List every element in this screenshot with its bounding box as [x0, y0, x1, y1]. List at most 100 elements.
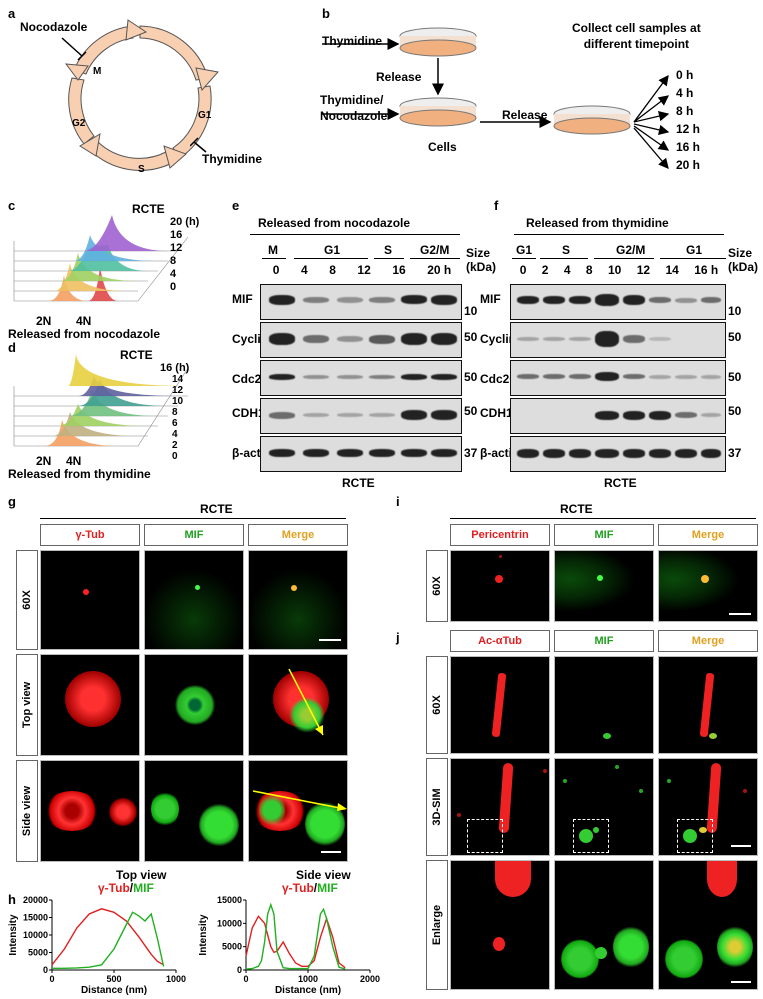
f-size: 50: [728, 370, 742, 384]
f-time: 16 h: [694, 263, 719, 277]
f-time: 8: [585, 263, 593, 277]
x-tick-label: 500: [106, 974, 121, 984]
d-tick: 14: [172, 374, 184, 385]
f-size: 37: [728, 446, 742, 460]
i-row-label: 60X: [426, 550, 448, 622]
f-row-label: Cdc20: [480, 372, 517, 386]
i-col-header: Merge: [658, 524, 758, 546]
i-60x-mif: [554, 550, 654, 622]
thy-noc-label: Thymidine/ Nocodazole: [320, 93, 388, 123]
chart-top-view: 0 5000 10000 15000 20000 0 500 1000 Distance (nm…: [8, 895, 186, 996]
f-times: 0 2 4 8 10 12 14 16 h: [512, 263, 726, 277]
blot-e-actin: [260, 436, 462, 472]
y-tick-label: 15000: [23, 913, 48, 923]
g-60x-mif: [144, 550, 244, 650]
e-row-label: Cdc20: [232, 372, 269, 386]
h-legend-right: γ-Tub/MIF: [282, 881, 338, 895]
d-tick: 10: [172, 396, 184, 407]
panel-label-j: j: [396, 630, 400, 645]
e-size: 50: [464, 404, 478, 418]
j-row-text: Enlarge: [431, 904, 443, 946]
f-row-label: β-actin: [480, 446, 520, 460]
e-time: 8: [329, 263, 336, 277]
panel-label-i: i: [396, 494, 400, 509]
g-title: RCTE: [200, 502, 233, 516]
j-row-label: 60X: [426, 656, 448, 754]
f-time: 14: [665, 263, 679, 277]
c-caption: Released from nocodazole: [8, 327, 161, 341]
j-60x-mif: [554, 656, 654, 754]
e-time: 16: [392, 263, 406, 277]
d-tick: 0: [172, 451, 178, 462]
d-caption: Released from thymidine: [8, 467, 151, 481]
d-ticks: 14 12 10 8 6 4 2 0: [172, 374, 183, 462]
f-group-rule: [660, 258, 726, 259]
series-line-tub: [51, 908, 164, 966]
y-tick-label: 20000: [23, 895, 48, 905]
e-group-m: M: [268, 243, 278, 257]
f-time: 0: [519, 263, 527, 277]
f-time: 10: [608, 263, 622, 277]
release-label-2: Release: [502, 108, 548, 122]
roi-box: [467, 819, 503, 853]
g-row-text: Top view: [21, 681, 33, 729]
blot-f-cdh1: [510, 398, 726, 434]
legend-tub: γ-Tub: [282, 881, 314, 895]
scale-bar: [729, 613, 751, 615]
f-group-g1b: G1: [686, 243, 703, 257]
blot-f-actin: [510, 436, 726, 472]
g-row-label: Side view: [16, 760, 38, 862]
j-row-text: 60X: [431, 695, 443, 715]
g-row-label: 60X: [16, 550, 38, 650]
panel-label-f: f: [494, 198, 499, 213]
panel-label-b: b: [322, 6, 330, 21]
d-tick: 4: [172, 429, 178, 440]
e-time: 4: [300, 263, 308, 277]
c-tick: 16: [170, 229, 183, 241]
phase-m-label: M: [93, 66, 102, 77]
e-group-rule: [262, 258, 286, 259]
j-row-label: Enlarge: [426, 860, 448, 990]
c-title: RCTE: [132, 202, 165, 216]
y-tick-label: 5000: [28, 948, 48, 958]
x-tick-label: 1000: [298, 974, 318, 984]
j-sim-merge: [658, 758, 758, 856]
collect-label: Collect cell samples at different timepo…: [572, 21, 701, 51]
j-row-label: 3D-SIM: [426, 758, 448, 856]
j-row-text: 3D-SIM: [431, 788, 443, 826]
g-col-header: Merge: [248, 524, 348, 546]
y-tick-label: 10000: [217, 918, 242, 928]
flow-histogram-d: [13, 354, 189, 447]
j-enlarge-tub: [450, 860, 550, 990]
y-tick-label: 0: [43, 965, 48, 975]
scale-bar: [321, 851, 341, 853]
j-60x-tub: [450, 656, 550, 754]
e-size-label: Size (kDa): [466, 246, 497, 274]
f-size-label: Size (kDa): [728, 246, 759, 274]
f-time: 2: [541, 263, 549, 277]
g-row-text: Side view: [21, 785, 33, 837]
e-size: 10: [464, 304, 478, 318]
y-tick-label: 0: [237, 965, 242, 975]
g-top-tub: [40, 654, 140, 756]
timepoint-5: 20 h: [676, 158, 701, 172]
g-profile-arrow: [288, 668, 324, 736]
thymidine-inhibit-arrow: [190, 137, 207, 153]
blot-f-cdc20: [510, 360, 726, 396]
panel-label-a: a: [8, 6, 16, 21]
panel-label-c: c: [8, 198, 16, 213]
e-title: Released from nocodazole: [258, 216, 411, 230]
e-times: 0 4 8 12 16 20 h: [262, 263, 462, 277]
f-group-rule: [540, 258, 588, 259]
j-sim-mif: [554, 758, 654, 856]
series-line-mif: [52, 911, 165, 969]
d-unit: 16 (h): [160, 362, 190, 374]
panel-label-d: d: [8, 340, 16, 355]
j-enlarge-merge: [658, 860, 758, 990]
series-line-mif: [245, 902, 346, 970]
g-side-tub: [40, 760, 140, 862]
cell-cycle-ring: [64, 19, 219, 171]
i-col-header: MIF: [554, 524, 654, 546]
blot-f-cyclinb: [510, 322, 726, 358]
chart-side-view: 0 5000 10000 15000 0 1000 2000 Distance (nm) Int…: [198, 895, 380, 996]
